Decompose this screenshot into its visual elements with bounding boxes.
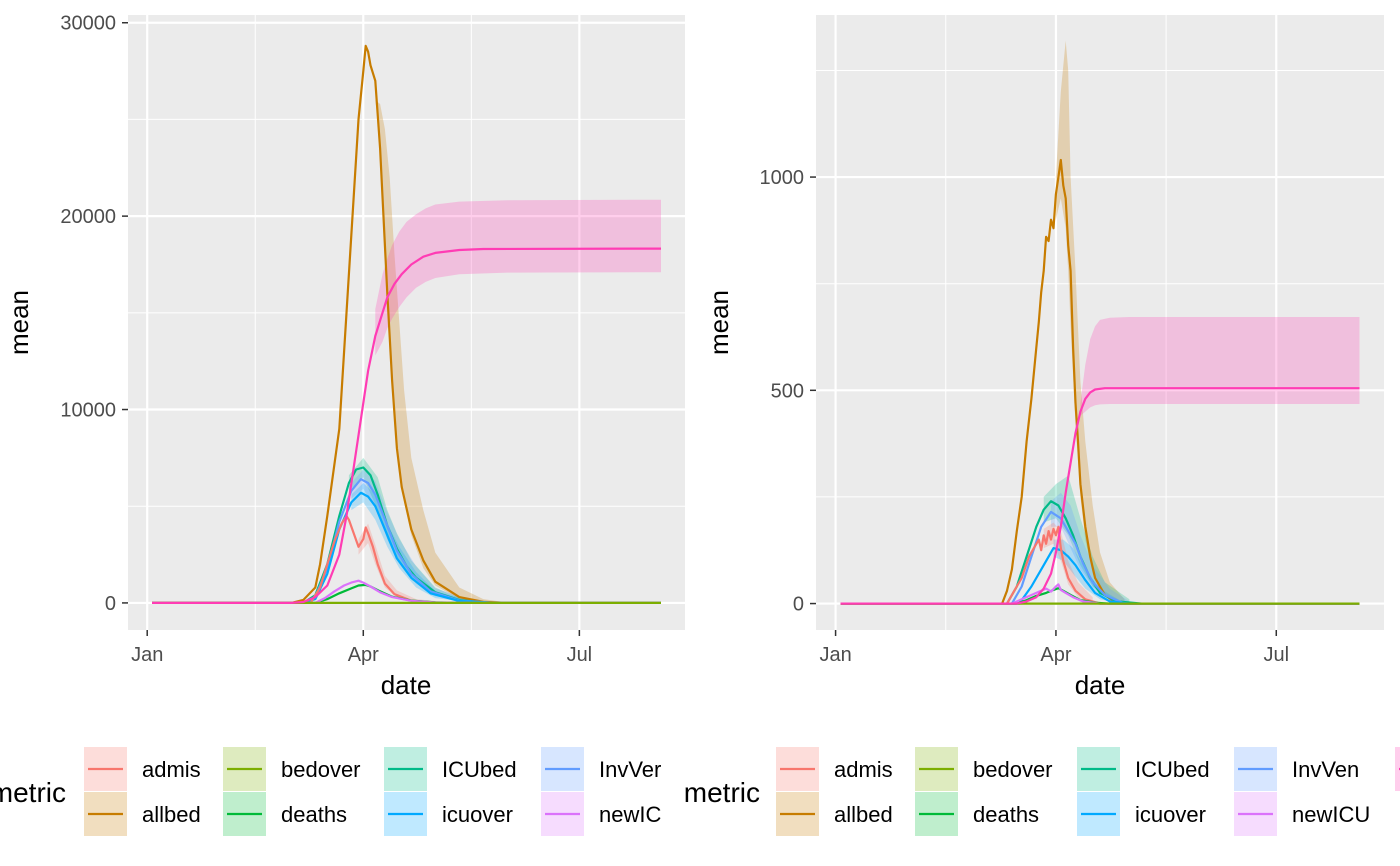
legend-item-ICUbed: ICUbed	[384, 747, 517, 791]
x-tick-label: Apr	[348, 644, 379, 666]
y-tick-label: 1000	[760, 167, 805, 189]
y-tick-label: 10000	[60, 400, 116, 422]
y-tick-label: 0	[105, 593, 116, 615]
series-line-icuover	[840, 546, 1360, 605]
legend-label: allbed	[834, 802, 893, 827]
legend-label: deaths	[281, 802, 347, 827]
x-tick-label: Jul	[1263, 644, 1289, 666]
legend-item-InvVer: InvVer	[541, 747, 661, 791]
legend-item-newICU: newICU	[1234, 792, 1370, 836]
chart-panel-1: Jan Apr Jul 0 10000 20000 30000 date mean	[4, 13, 685, 700]
chart-panel-2: Jan Apr Jul 0 500 1000 date mean	[704, 15, 1384, 700]
legend-label: admis	[142, 757, 201, 782]
y-tick-label: 30000	[60, 13, 116, 35]
series-band-allbed	[375, 100, 508, 603]
legend-item-allbed: allbed	[776, 792, 893, 836]
legend-item-series-9	[1395, 747, 1400, 791]
legend-item-bedover: bedover	[915, 747, 1053, 791]
legend-item-InvVen: InvVen	[1234, 747, 1359, 791]
x-tick-label: Apr	[1040, 644, 1071, 666]
x-axis-title: date	[1075, 670, 1126, 700]
legend-item-icuover: icuover	[1077, 792, 1206, 836]
plot-background	[816, 15, 1384, 630]
y-tick-label: 500	[771, 380, 804, 402]
legend-label: icuover	[442, 802, 513, 827]
series-band-InvVen	[1051, 492, 1130, 604]
series-line-InvVen	[840, 510, 1360, 605]
x-tick-label: Jan	[819, 644, 851, 666]
legend-label: newICU	[1292, 802, 1370, 827]
series-line-series-9	[840, 387, 1360, 605]
legend-label: InvVen	[1292, 757, 1359, 782]
series-band-series-9	[1080, 317, 1360, 416]
series-line-series-9	[152, 247, 662, 605]
legend-label: newIC	[599, 802, 661, 827]
legend-item-deaths: deaths	[223, 792, 347, 836]
series-band-allbed	[1055, 40, 1125, 604]
legend-label: bedover	[281, 757, 361, 782]
series-line-admis	[840, 525, 1360, 605]
legend-label: admis	[834, 757, 893, 782]
legend-item-admis: admis	[84, 747, 201, 791]
legend-label: ICUbed	[1135, 757, 1210, 782]
legend-item-admis: admis	[776, 747, 893, 791]
legend-key-box	[1395, 747, 1400, 791]
legend-item-bedover: bedover	[223, 747, 361, 791]
y-axis-title: mean	[704, 290, 734, 355]
series-line-allbed	[840, 158, 1360, 605]
legend-item-newIC: newIC	[541, 792, 661, 836]
series-band-ICUbed	[348, 457, 496, 603]
x-tick-label: Jul	[567, 644, 593, 666]
legend-1: metric admis allbed bedover deaths ICUbed icuo…	[0, 747, 661, 836]
legend-item-allbed: allbed	[84, 792, 201, 836]
legend-title: metric	[0, 777, 66, 808]
legend-title: metric	[684, 777, 760, 808]
y-axis-title: mean	[4, 290, 34, 355]
legend-label: ICUbed	[442, 757, 517, 782]
series-band-series-9	[375, 199, 661, 356]
legend-label: deaths	[973, 802, 1039, 827]
series-line-newICU	[840, 583, 1360, 605]
x-axis-title: date	[381, 670, 432, 700]
legend-item-deaths: deaths	[915, 792, 1039, 836]
x-tick-label: Jan	[131, 644, 163, 666]
plot-background	[128, 15, 685, 630]
y-tick-label: 0	[793, 594, 804, 616]
legend-label: icuover	[1135, 802, 1206, 827]
series-line-allbed	[152, 44, 661, 605]
legend-item-icuover: icuover	[384, 792, 513, 836]
legend-item-ICUbed: ICUbed	[1077, 747, 1210, 791]
y-tick-label: 20000	[60, 206, 116, 228]
legend-label: allbed	[142, 802, 201, 827]
series-band-admis	[1043, 522, 1093, 604]
legend-2: metric admis allbed bedover deaths ICUbed icuo…	[684, 747, 1400, 836]
legend-label: bedover	[973, 757, 1053, 782]
legend-label: InvVer	[599, 757, 661, 782]
